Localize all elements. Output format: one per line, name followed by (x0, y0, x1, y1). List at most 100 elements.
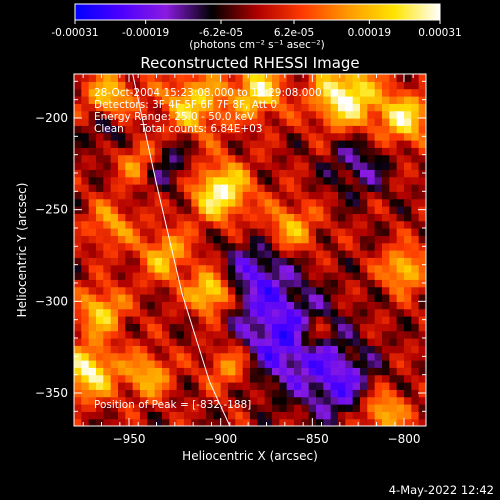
heatmap-cell (396, 235, 405, 244)
heatmap-cell (81, 154, 90, 163)
heatmap-cell (286, 74, 295, 82)
heatmap-cell (323, 264, 332, 273)
heatmap-cell (352, 294, 361, 302)
heatmap-cell (81, 191, 90, 200)
heatmap-cell (382, 184, 390, 192)
heatmap-cell (374, 191, 383, 200)
heatmap-cell (323, 382, 332, 390)
heatmap-cell (154, 118, 163, 126)
y-axis: −200−250−300−350 (35, 80, 426, 412)
heatmap-cell (250, 220, 258, 229)
heatmap-cell (198, 154, 207, 163)
heatmap-cell (206, 213, 214, 222)
heatmap-cell (176, 88, 185, 97)
heatmap-cell (418, 301, 426, 310)
heatmap-cell (169, 345, 178, 354)
heatmap-cell (352, 228, 361, 236)
heatmap-cell (396, 294, 405, 302)
heatmap-cell (235, 367, 244, 376)
heatmap-cell (345, 242, 354, 251)
heatmap-cell (374, 411, 383, 420)
heatmap-cell (418, 360, 426, 368)
heatmap-cell (154, 81, 163, 90)
heatmap-cell (367, 404, 376, 412)
heatmap-cell (235, 198, 244, 207)
heatmap-cell (367, 352, 376, 361)
heatmap-cell (396, 103, 405, 112)
heatmap-cell (220, 74, 229, 82)
heatmap-cell (220, 96, 229, 104)
heatmap-cell (294, 352, 302, 361)
heatmap-cell (338, 162, 346, 170)
heatmap-cell (242, 176, 251, 185)
heatmap-cell (330, 198, 339, 207)
heatmap-cell (286, 206, 295, 214)
heatmap-cell (323, 169, 332, 178)
heatmap-cell (301, 418, 310, 426)
heatmap-cell (257, 88, 266, 97)
heatmap-cell (367, 418, 376, 426)
heatmap-cell (235, 162, 244, 170)
heatmap-cell (338, 74, 346, 82)
heatmap-cell (206, 367, 214, 376)
heatmap-cell (316, 418, 324, 426)
heatmap-cell (125, 140, 134, 148)
heatmap-cell (88, 74, 97, 82)
heatmap-cell (184, 213, 192, 222)
heatmap-cell (176, 396, 185, 405)
heatmap-cell (286, 213, 295, 222)
heatmap-cell (308, 176, 317, 185)
heatmap-cell (176, 110, 185, 119)
heatmap-cell (206, 81, 214, 90)
heatmap-cell (206, 286, 214, 295)
heatmap-cell (411, 228, 420, 236)
heatmap-cell (125, 162, 134, 170)
heatmap-cell (352, 250, 361, 258)
heatmap-cell (191, 176, 200, 185)
heatmap-cell (184, 411, 192, 420)
heatmap-cell (279, 338, 288, 346)
heatmap-cell (257, 411, 266, 420)
heatmap-cell (250, 88, 258, 97)
heatmap-cell (228, 169, 236, 178)
heatmap-cell (396, 162, 405, 170)
heatmap-cell (338, 118, 346, 126)
heatmap-cell (330, 330, 339, 339)
heatmap-cell (96, 308, 104, 317)
heatmap-cell (294, 184, 302, 192)
heatmap-cell (213, 367, 222, 376)
heatmap-cell (360, 418, 368, 426)
heatmap-cell (257, 81, 266, 90)
heatmap-cell (294, 125, 302, 134)
heatmap-cell (374, 323, 383, 332)
heatmap-cell (308, 96, 317, 104)
heatmap-cell (213, 154, 222, 163)
heatmap-cell (272, 235, 280, 244)
heatmap-cell (301, 286, 310, 295)
heatmap-cell (382, 382, 390, 390)
heatmap-cell (360, 220, 368, 229)
heatmap-cell (338, 308, 346, 317)
heatmap-cell (140, 132, 148, 141)
heatmap-cell (301, 257, 310, 266)
heatmap-cell (176, 382, 185, 390)
heatmap-cell (345, 367, 354, 376)
heatmap-cell (125, 242, 134, 251)
heatmap-cell (184, 81, 192, 90)
heatmap-cell (162, 316, 170, 324)
heatmap-cell (338, 330, 346, 339)
heatmap-cell (191, 250, 200, 258)
heatmap-cell (103, 206, 112, 214)
heatmap-cell (132, 330, 141, 339)
heatmap-cell (264, 110, 273, 119)
heatmap-cell (169, 404, 178, 412)
heatmap-cell (294, 103, 302, 112)
heatmap-cell (110, 389, 119, 398)
heatmap-cell (213, 118, 222, 126)
heatmap-cell (323, 220, 332, 229)
heatmap-cell (272, 74, 280, 82)
heatmap-cell (191, 132, 200, 141)
heatmap-cell (404, 374, 412, 383)
heatmap-cell (294, 360, 302, 368)
heatmap-cell (250, 228, 258, 236)
